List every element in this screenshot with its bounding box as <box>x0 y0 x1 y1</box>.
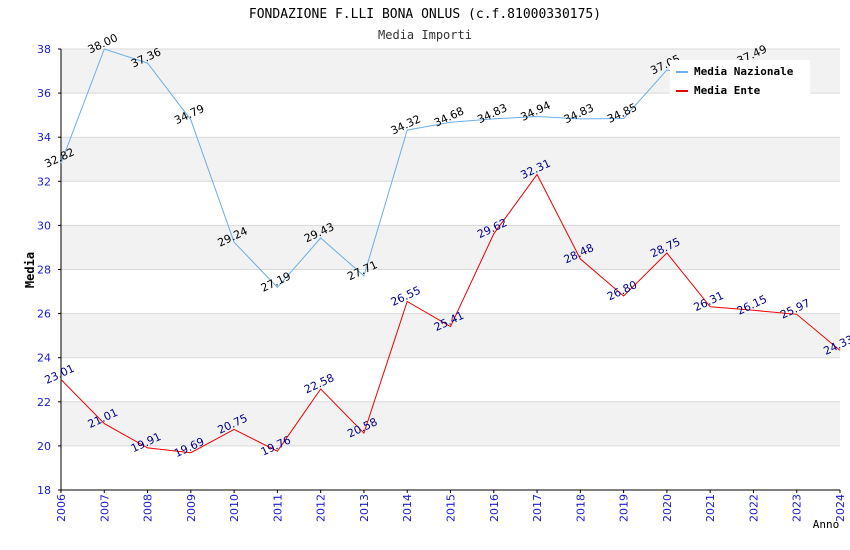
x-tick-label: 2006 <box>55 494 68 522</box>
data-label: 34.79 <box>172 102 206 127</box>
axes <box>58 48 841 493</box>
x-tick-label: 2008 <box>142 494 155 522</box>
gridlines <box>61 48 840 491</box>
data-label: 26.80 <box>605 278 639 303</box>
x-tick-label: 2021 <box>704 494 717 522</box>
x-tick-label: 2013 <box>358 494 371 522</box>
y-tick-label: 26 <box>37 308 51 321</box>
x-tick-label: 2007 <box>98 494 111 522</box>
x-tick-label: 2017 <box>531 494 544 522</box>
x-tick-label: 2020 <box>661 494 674 522</box>
x-tick-label: 2009 <box>185 494 198 522</box>
x-tick-label: 2024 <box>834 494 847 522</box>
grid-band <box>61 225 840 270</box>
data-label: 22.58 <box>302 371 336 396</box>
y-tick-label: 18 <box>37 484 51 497</box>
data-label: 23.01 <box>42 362 76 387</box>
legend-box <box>670 60 810 97</box>
y-tick-label: 24 <box>37 352 51 365</box>
y-tick-label: 38 <box>37 43 51 56</box>
legend-label-ente: Media Ente <box>694 84 761 97</box>
series-line-0 <box>60 48 754 289</box>
x-tick-label: 2012 <box>315 494 328 522</box>
x-tick-label: 2023 <box>791 494 804 522</box>
y-tick-label: 30 <box>37 219 51 232</box>
x-tick-label: 2015 <box>445 494 458 522</box>
data-label: 34.83 <box>562 101 596 126</box>
data-label: 34.68 <box>432 104 466 129</box>
series-line-1 <box>60 173 841 454</box>
y-tick-label: 32 <box>37 175 51 188</box>
y-tick-label: 28 <box>37 264 51 277</box>
x-tick-label: 2016 <box>488 494 501 522</box>
x-tick-label: 2010 <box>228 494 241 522</box>
x-tick-label: 2014 <box>401 494 414 522</box>
grid-band <box>61 137 840 182</box>
y-tick-label: 22 <box>37 396 51 409</box>
data-label: 34.85 <box>605 101 639 126</box>
grid-band <box>61 401 840 446</box>
y-tick-label: 36 <box>37 87 51 100</box>
x-tick-label: 2022 <box>747 494 760 522</box>
y-tick-labels: 18 20 22 24 26 28 30 32 34 36 38 <box>37 43 51 497</box>
data-label: 34.94 <box>519 99 553 124</box>
data-label: 34.83 <box>475 101 509 126</box>
data-label: 26.31 <box>692 289 726 314</box>
series-lines <box>60 48 841 454</box>
y-tick-label: 34 <box>37 131 51 144</box>
x-tick-label: 2018 <box>574 494 587 522</box>
x-tick-label: 2011 <box>271 494 284 522</box>
background-bands <box>61 49 840 446</box>
grid-band <box>61 313 840 358</box>
y-tick-label: 20 <box>37 440 51 453</box>
chart-title: FONDAZIONE F.LLI BONA ONLUS (c.f.8100033… <box>249 7 601 22</box>
legend: Media Nazionale Media Ente <box>670 60 810 97</box>
legend-label-nazionale: Media Nazionale <box>694 65 794 78</box>
x-tick-label: 2019 <box>618 494 631 522</box>
y-axis-label: Media <box>23 252 37 288</box>
x-tick-labels: 2006 2007 2008 2009 2010 2011 2012 2013 2014 2015… <box>55 494 847 522</box>
chart-subtitle: Media Importi <box>378 28 472 42</box>
x-axis-label: Anno <box>813 518 840 531</box>
